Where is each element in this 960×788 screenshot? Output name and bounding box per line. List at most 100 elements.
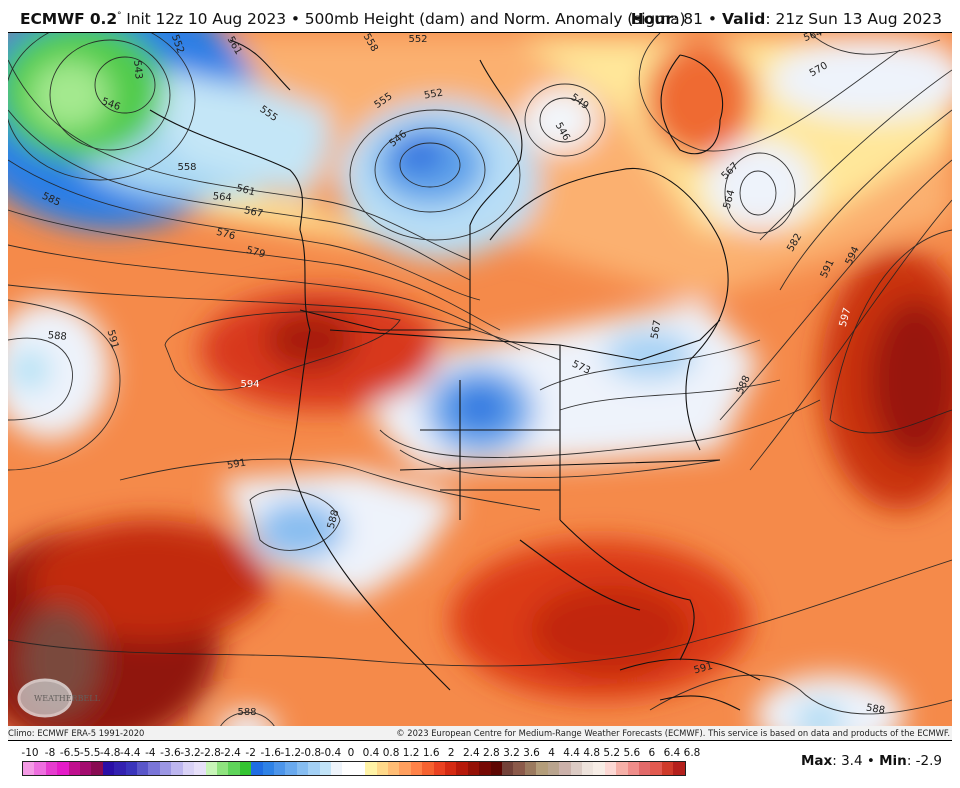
max-min-stats: Max: 3.4 • Min: -2.9 bbox=[801, 753, 942, 769]
stats-separator: • bbox=[866, 753, 875, 769]
legend-tick-label: -5.5 bbox=[79, 747, 101, 759]
contour-label: 579 bbox=[245, 245, 266, 261]
contour-label: 576 bbox=[215, 227, 236, 243]
legend-tick-label: -1.6 bbox=[260, 747, 281, 759]
colorbar-swatch bbox=[604, 762, 617, 775]
colorbar-swatch bbox=[627, 762, 639, 775]
hour-label: Hour bbox=[630, 10, 674, 28]
colorbar-swatch bbox=[216, 762, 229, 775]
model-name: ECMWF 0.2 bbox=[20, 10, 118, 28]
legend-tick-label: -4 bbox=[145, 747, 156, 759]
min-value: : -2.9 bbox=[906, 753, 942, 769]
colorbar-swatch bbox=[228, 762, 240, 775]
hour-value: : 81 bbox=[673, 10, 703, 28]
colorbar-swatch bbox=[57, 762, 69, 775]
colorbar-swatch bbox=[616, 762, 628, 775]
legend-tick-label: -8 bbox=[44, 747, 56, 759]
legend-tick-label: -2.4 bbox=[220, 747, 241, 759]
colorbar-swatch bbox=[148, 762, 160, 775]
legend-tick-label: 4.4 bbox=[563, 747, 580, 759]
colorbar-swatch bbox=[513, 762, 525, 775]
init-time: Init 12z 10 Aug 2023 bbox=[126, 10, 287, 28]
title-bar: ECMWF 0.2° Init 12z 10 Aug 2023 • 500mb … bbox=[0, 0, 960, 33]
contour-label: 591 bbox=[226, 457, 247, 471]
colorbar-swatch bbox=[376, 762, 388, 775]
colorbar-swatch bbox=[661, 762, 674, 775]
legend-tick-label: 4.8 bbox=[583, 747, 601, 759]
colorbar-swatch bbox=[239, 762, 252, 775]
min-label: Min bbox=[879, 753, 907, 769]
legend-tick-label: 6.8 bbox=[683, 747, 701, 759]
contour-label: 591 bbox=[693, 661, 714, 677]
legend-tick-label: -0.4 bbox=[320, 747, 342, 759]
colorbar-swatch bbox=[650, 762, 662, 775]
legend-tick-label: 4 bbox=[548, 747, 555, 759]
contour-label: 543 bbox=[131, 60, 144, 80]
legend-tick-label: 5.6 bbox=[623, 747, 641, 759]
legend-tick-label: -2.8 bbox=[200, 747, 221, 759]
colorbar-swatch bbox=[194, 762, 206, 775]
colorbar-swatch bbox=[34, 762, 46, 775]
colorbar-swatch bbox=[547, 762, 560, 775]
colorbar-swatch bbox=[137, 762, 149, 775]
legend-tick-label: 0.4 bbox=[362, 747, 380, 759]
colorbar-swatch bbox=[308, 762, 320, 775]
contour-label: 588 bbox=[326, 509, 342, 530]
weatherbell-watermark: WEATHERBELL bbox=[17, 678, 101, 718]
colorbar-swatch bbox=[159, 762, 172, 775]
contour-label: 588 bbox=[47, 330, 67, 343]
contour-label: 558 bbox=[177, 162, 196, 173]
contour-label: 567 bbox=[243, 205, 264, 220]
legend-tick-label: 6 bbox=[648, 747, 656, 759]
colorbar-swatch bbox=[80, 762, 92, 775]
colorbar-swatch bbox=[171, 762, 183, 775]
legend-tick-label: 3.2 bbox=[503, 747, 520, 759]
contour-label: 552 bbox=[423, 87, 444, 101]
colorbar-swatch bbox=[502, 762, 514, 775]
colorbar-swatch bbox=[296, 762, 309, 775]
product-name: 500mb Height (dam) and Norm. Anomaly (si… bbox=[304, 10, 686, 28]
legend-tick-label: 6.4 bbox=[663, 747, 681, 759]
colorbar-swatch bbox=[581, 762, 594, 775]
colorbar-swatch bbox=[23, 762, 35, 775]
legend-tick-label: 2.4 bbox=[462, 747, 480, 759]
legend-tick-labels: -10 -8 -6.5 -5.5 -4.8 -4.4 -4 -3.6 -3.2 -2.8 -2.4-… bbox=[15, 747, 700, 759]
colorbar-swatch bbox=[433, 762, 446, 775]
colorbar-swatch bbox=[182, 762, 195, 775]
valid-value: : 21z Sun 13 Aug 2023 bbox=[765, 10, 942, 28]
legend-tick-label: -3.6 bbox=[160, 747, 181, 759]
legend-tick-label: 2.8 bbox=[483, 747, 500, 759]
legend-tick-label: -4.8 bbox=[99, 747, 121, 759]
colorbar-swatch bbox=[205, 762, 217, 775]
color-legend: -10 -8 -6.5 -5.5 -4.8 -4.4 -4 -3.6 -3.2 -2.8 -2.4-… bbox=[0, 743, 960, 788]
chart-title: ECMWF 0.2° Init 12z 10 Aug 2023 • 500mb … bbox=[20, 10, 686, 28]
colorbar-swatch bbox=[410, 762, 423, 775]
legend-tick-label: 1.6 bbox=[422, 747, 440, 759]
contour-label: 564 bbox=[802, 33, 824, 44]
copyright-credit: © 2023 European Centre for Medium-Range … bbox=[396, 728, 950, 738]
legend-tick-label: 0.8 bbox=[382, 747, 400, 759]
time-separator: • bbox=[707, 10, 718, 28]
legend-tick-label: 1.2 bbox=[402, 747, 420, 759]
legend-tick-label: -0.8 bbox=[300, 747, 322, 759]
contour-label: 567 bbox=[649, 319, 663, 340]
colorbar-swatch bbox=[536, 762, 548, 775]
max-value: : 3.4 bbox=[832, 753, 863, 769]
colorbar-swatch bbox=[524, 762, 537, 775]
title-separator: • bbox=[290, 10, 300, 28]
forecast-time: Hour: 81 • Valid: 21z Sun 13 Aug 2023 bbox=[631, 10, 942, 28]
contour-label: 591 bbox=[105, 329, 121, 350]
colorbar-swatch bbox=[330, 762, 343, 775]
contour-label: 564 bbox=[212, 191, 232, 204]
colorbar-swatch bbox=[479, 762, 491, 775]
contour-label: 552 bbox=[408, 34, 427, 45]
degree-symbol: ° bbox=[117, 10, 122, 21]
colorbar-swatch bbox=[319, 762, 331, 775]
colorbar-swatch bbox=[593, 762, 605, 775]
legend-tick-label: -10 bbox=[21, 747, 39, 759]
colorbar-swatch bbox=[445, 762, 457, 775]
map-canvas: WEATHERBELL 5525435465615555585615645675… bbox=[8, 33, 952, 728]
colorbar-swatch bbox=[570, 762, 582, 775]
colorbar-swatch bbox=[365, 762, 377, 775]
colorbar-swatch bbox=[125, 762, 138, 775]
